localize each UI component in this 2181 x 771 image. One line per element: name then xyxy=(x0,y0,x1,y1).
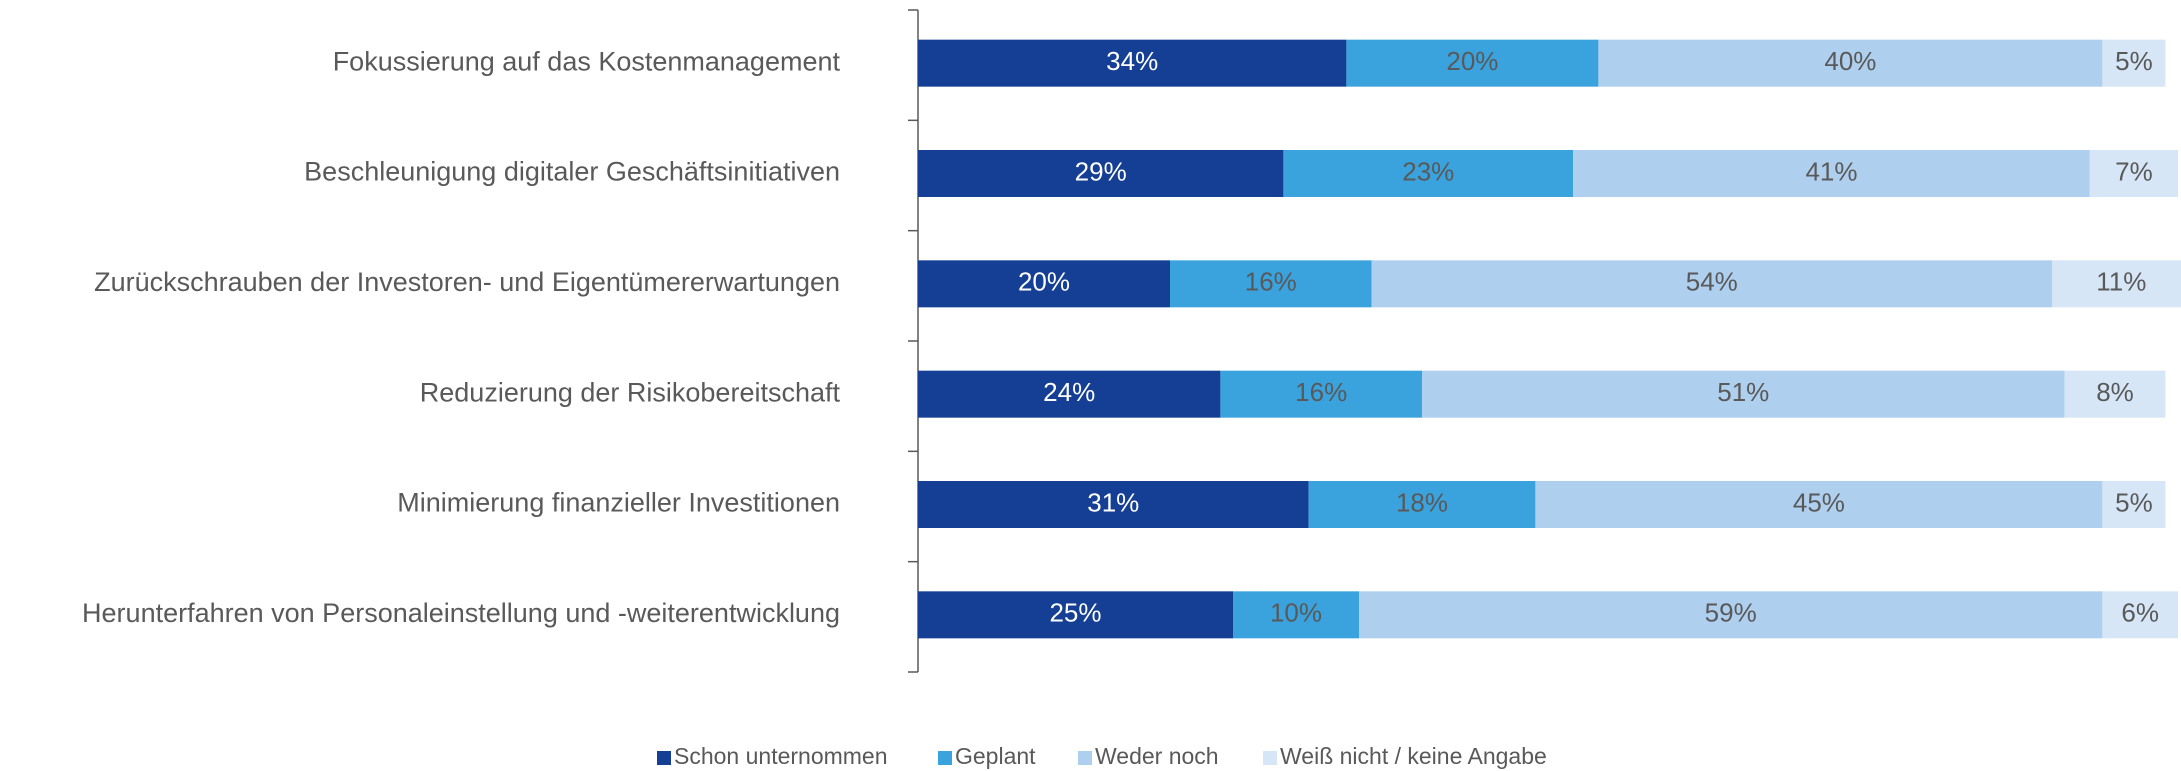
bar-segment xyxy=(918,591,1233,639)
category-label: Fokussierung auf das Kostenmanagement xyxy=(333,46,841,76)
bar-segment xyxy=(1371,260,2052,308)
value-label: 45% xyxy=(1793,487,1845,517)
bar-segment xyxy=(2052,260,2181,308)
value-label: 5% xyxy=(2115,487,2153,517)
bar-segment xyxy=(2089,150,2178,197)
bar-segment xyxy=(1573,150,2090,197)
value-label: 24% xyxy=(1043,377,1095,407)
bar-segment xyxy=(918,260,1170,308)
bar-segment xyxy=(1233,591,1359,639)
legend-swatch xyxy=(938,751,952,765)
value-label: 6% xyxy=(2121,598,2159,628)
bar-segment xyxy=(1170,260,1372,308)
category-label: Zurückschrauben der Investoren- und Eige… xyxy=(94,267,840,297)
bar-segment xyxy=(2064,370,2166,418)
legend-label: Weder noch xyxy=(1095,743,1219,769)
bar-segment xyxy=(2102,39,2166,87)
value-label: 23% xyxy=(1402,156,1454,186)
bar-segment xyxy=(918,481,1309,528)
legend-swatch xyxy=(657,751,671,765)
bar-segment xyxy=(2102,481,2166,528)
value-label: 54% xyxy=(1686,267,1738,297)
value-label: 10% xyxy=(1270,598,1322,628)
value-label: 20% xyxy=(1446,46,1498,76)
category-label: Reduzierung der Risikobereitschaft xyxy=(420,377,841,407)
bar-segment xyxy=(918,370,1221,418)
category-label: Herunterfahren von Personaleinstellung u… xyxy=(82,598,840,628)
value-label: 59% xyxy=(1705,598,1757,628)
category-label: Beschleunigung digitaler Geschäftsinitia… xyxy=(304,157,840,187)
value-label: 18% xyxy=(1396,487,1448,517)
bar-segment xyxy=(1359,591,2103,639)
value-label: 25% xyxy=(1049,598,1101,628)
bar-segment xyxy=(1422,370,2065,418)
value-label: 29% xyxy=(1075,156,1127,186)
legend-label: Geplant xyxy=(955,743,1036,769)
legend-label: Weiß nicht / keine Angabe xyxy=(1280,743,1547,769)
bar-segment xyxy=(2102,591,2178,639)
value-label: 34% xyxy=(1106,46,1158,76)
value-label: 31% xyxy=(1087,487,1139,517)
bar-segment xyxy=(1308,481,1536,528)
value-label: 16% xyxy=(1245,267,1297,297)
value-label: 5% xyxy=(2115,46,2153,76)
value-label: 11% xyxy=(2096,267,2146,297)
value-label: 40% xyxy=(1824,46,1876,76)
legend-label: Schon unternommen xyxy=(674,743,888,769)
value-label: 16% xyxy=(1295,377,1347,407)
bar-segment xyxy=(1598,39,2103,87)
bar-segment xyxy=(1220,370,1422,418)
value-label: 51% xyxy=(1717,377,1769,407)
value-label: 41% xyxy=(1805,156,1857,186)
bar-segment xyxy=(1283,150,1574,197)
bar-segment xyxy=(918,150,1284,197)
bar-segment xyxy=(918,39,1347,87)
value-label: 20% xyxy=(1018,267,1070,297)
value-label: 8% xyxy=(2096,377,2134,407)
bar-segment xyxy=(1346,39,1599,87)
value-label: 7% xyxy=(2115,156,2153,186)
bar-segment xyxy=(1535,481,2103,528)
legend-swatch xyxy=(1078,751,1092,765)
category-label: Minimierung finanzieller Investitionen xyxy=(397,488,840,518)
legend-swatch xyxy=(1263,751,1277,765)
